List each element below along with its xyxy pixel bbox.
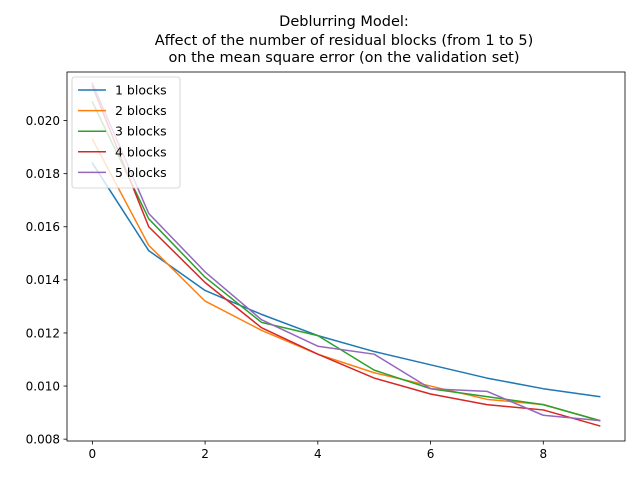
series-line-1-blocks <box>91 162 601 398</box>
series-line-2-blocks <box>91 138 601 422</box>
x-tick-label: 0 <box>89 447 97 461</box>
x-tick-label: 6 <box>427 447 435 461</box>
y-tick-label: 0.012 <box>26 326 60 340</box>
chart-title: Deblurring Model: Affect of the number o… <box>155 14 533 66</box>
y-tick-label: 0.014 <box>26 273 60 287</box>
chart-title-line-2: Affect of the number of residual blocks … <box>155 33 533 49</box>
plot-frame <box>66 71 626 442</box>
y-tick-label: 0.010 <box>26 379 60 393</box>
series-line-3-blocks <box>91 100 601 422</box>
x-tick-label: 2 <box>201 447 209 461</box>
legend-box <box>71 76 181 189</box>
legend-label: 1 blocks <box>115 83 167 98</box>
series-layer <box>91 82 601 427</box>
series-line-4-blocks <box>91 85 601 427</box>
legend-label: 3 blocks <box>115 124 167 139</box>
legend-label: 5 blocks <box>115 165 167 180</box>
y-tick-label: 0.018 <box>26 167 60 181</box>
chart-title-line-1: Deblurring Model: <box>279 14 409 30</box>
series-line-5-blocks <box>91 82 601 422</box>
legend-label: 4 blocks <box>115 144 167 159</box>
y-tick-label: 0.008 <box>26 432 60 446</box>
x-tick-label: 4 <box>314 447 322 461</box>
chart-title-line-3: on the mean square error (on the validat… <box>168 50 519 66</box>
axes: 0 2 4 6 8 0.008 0.010 0.012 0.014 0.016 0.018 0.020 <box>26 71 626 461</box>
y-tick-label: 0.016 <box>26 220 60 234</box>
x-tick-label: 8 <box>539 447 547 461</box>
y-tick-label: 0.020 <box>26 114 60 128</box>
legend: 1 blocks 2 blocks 3 blocks 4 blocks 5 blocks <box>71 76 181 189</box>
legend-label: 2 blocks <box>115 103 167 118</box>
